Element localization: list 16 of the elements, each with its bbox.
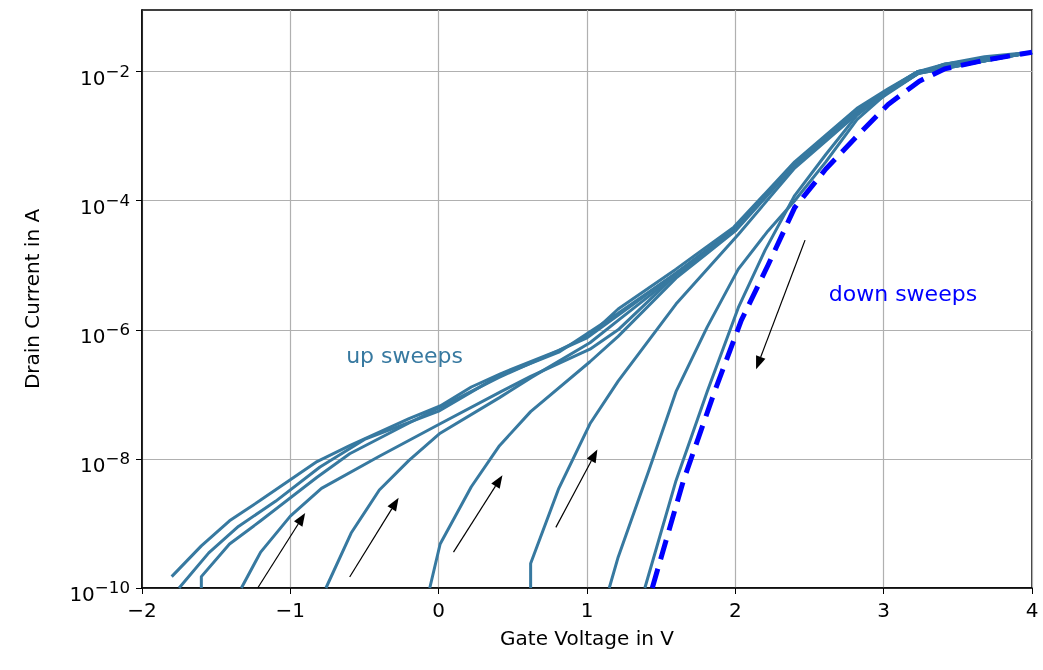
x-tick-label: −1: [275, 598, 306, 622]
x-axis-title: Gate Voltage in V: [500, 626, 675, 650]
y-axis-title: Drain Current in A: [20, 208, 44, 390]
x-tick-label: 0: [432, 598, 446, 622]
annotation: up sweeps: [346, 342, 463, 368]
y-tick-label: 10$^{−4}$: [79, 189, 130, 220]
y-tick-label: 10$^{−8}$: [79, 447, 130, 478]
x-tick-label: 2: [728, 598, 742, 622]
x-tick-label: 4: [1025, 598, 1039, 622]
x-tick-label: 1: [580, 598, 594, 622]
x-tick-label: 3: [877, 598, 891, 622]
annotation: down sweeps: [828, 280, 978, 306]
y-tick-label: 10$^{−2}$: [79, 60, 130, 91]
y-tick-label: 10$^{−6}$: [79, 318, 130, 349]
y-tick-label: 10$^{−10}$: [69, 578, 130, 606]
x-tick-label: −2: [127, 598, 157, 622]
